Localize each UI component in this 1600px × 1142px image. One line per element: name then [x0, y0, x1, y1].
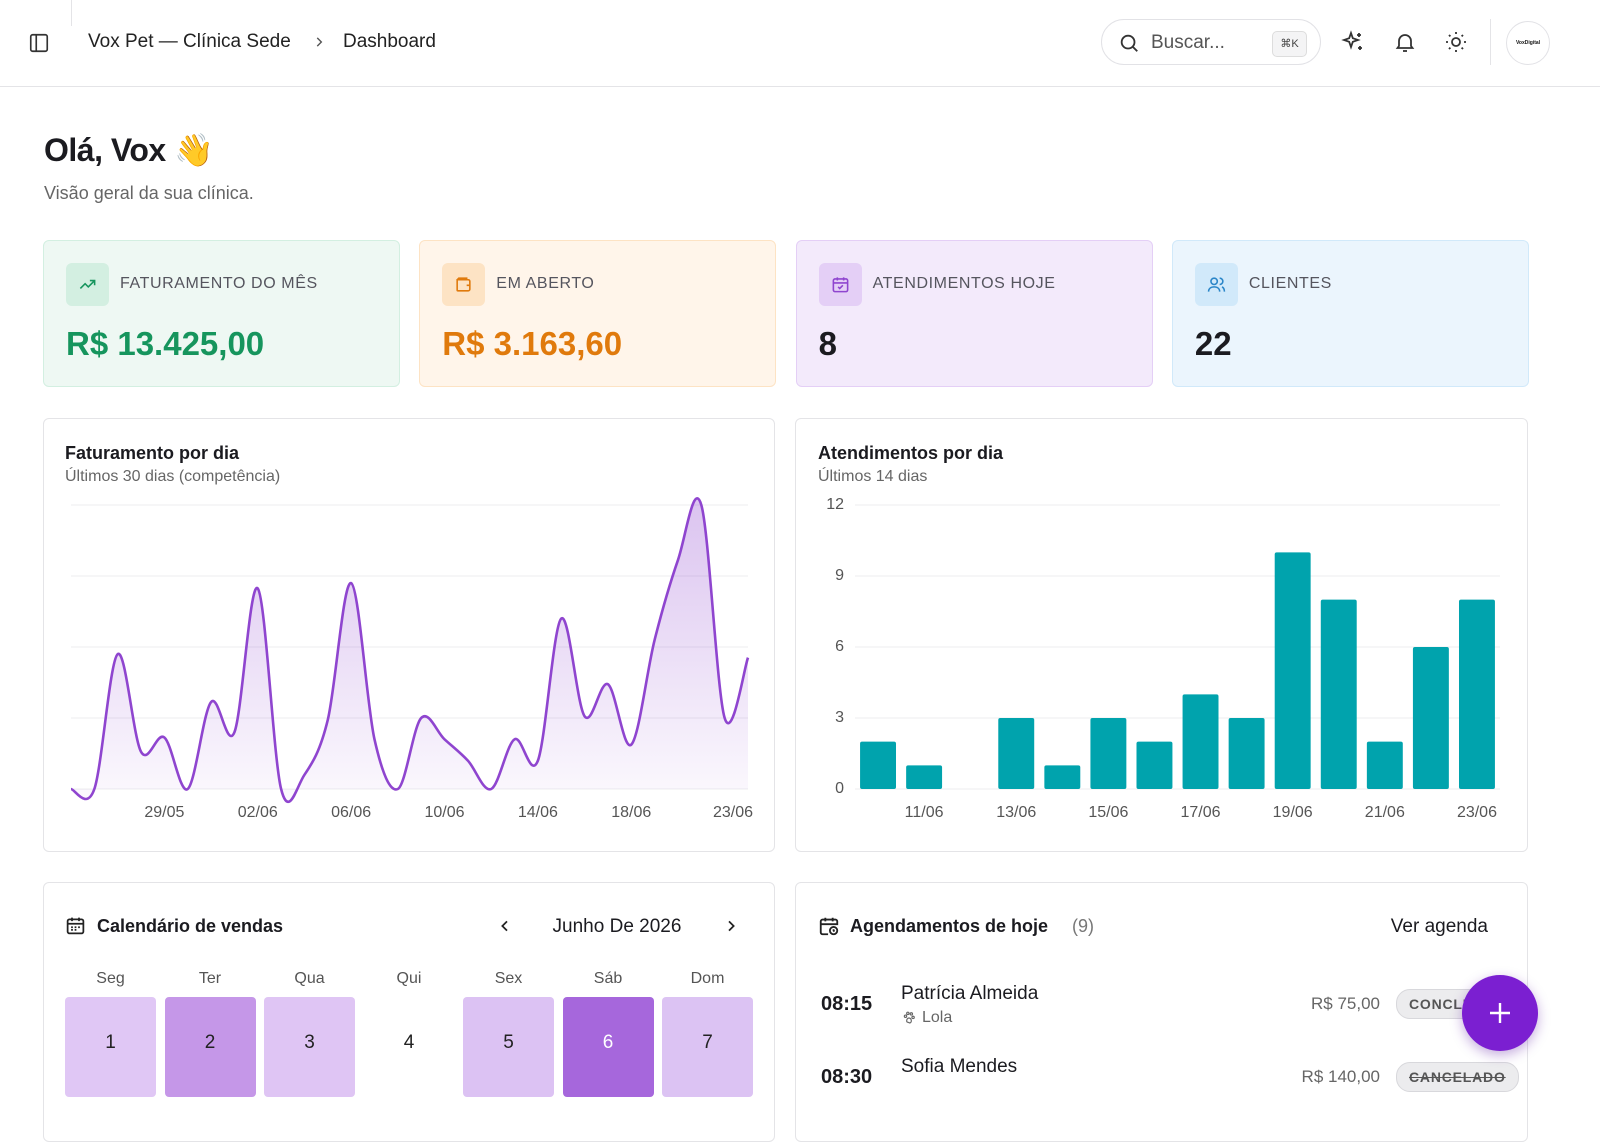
divider: [1490, 19, 1491, 65]
stat-label: CLIENTES: [1248, 275, 1332, 292]
breadcrumb-separator: [316, 37, 323, 47]
stat-value: R$ 3.163,60: [442, 325, 623, 362]
calendar-day[interactable]: 5: [463, 997, 554, 1097]
stat-value: R$ 13.425,00: [66, 325, 265, 362]
stat-label: EM ABERTO: [496, 275, 595, 292]
weekday-label: Qua: [294, 970, 325, 987]
prev-month[interactable]: [497, 918, 513, 934]
weekday-label: Ter: [198, 970, 222, 987]
appointment-price: R$ 140,00: [1301, 1067, 1380, 1086]
weekday-label: Sex: [494, 970, 523, 987]
weekday-label: Seg: [96, 970, 125, 987]
top-bar: [0, 0, 1600, 87]
next-month[interactable]: [723, 918, 739, 934]
add-button[interactable]: [1462, 975, 1538, 1051]
status-badge: CANCELADO: [1396, 1062, 1519, 1092]
stat-value: 8: [818, 325, 837, 362]
search-placeholder: Buscar...: [1151, 32, 1225, 53]
shortcut-badge: ⌘K: [1272, 31, 1307, 57]
calendar-day[interactable]: 6: [562, 997, 654, 1097]
weekday-label: Dom: [690, 970, 725, 987]
sidebar-toggle[interactable]: [28, 32, 50, 54]
stat-value: 22: [1194, 325, 1232, 362]
chart-title: Faturamento por dia: [65, 443, 240, 463]
calendar-day[interactable]: 3: [264, 997, 355, 1097]
weekday-label: Sáb: [593, 970, 623, 987]
stat-icon-glyph: [832, 277, 849, 293]
chart-subtitle: Últimos 30 dias (competência): [65, 468, 281, 485]
breadcrumb-clinic[interactable]: Vox Pet — Clínica Sede: [88, 31, 291, 52]
ai-button[interactable]: [1341, 30, 1365, 54]
stat-icon-glyph: [456, 277, 471, 292]
theme-toggle[interactable]: [1444, 30, 1468, 54]
chart-subtitle: Últimos 14 dias: [818, 468, 928, 485]
calendar-month: Junho De 2026: [552, 916, 682, 937]
stat-card: FATURAMENTO DO MÊS R$ 13.425,00: [43, 240, 400, 387]
calendar-day[interactable]: 1: [65, 997, 156, 1097]
greeting-subtitle: Visão geral da sua clínica.: [44, 183, 254, 203]
agenda-count: (9): [1072, 916, 1094, 936]
breadcrumb-current: Dashboard: [343, 31, 436, 52]
stat-card: ATENDIMENTOS HOJE 8: [795, 240, 1153, 387]
paw-icon: [903, 1011, 915, 1024]
agenda-link[interactable]: Ver agenda: [1390, 916, 1488, 937]
appointment-time: 08:30: [821, 1066, 873, 1088]
weekday-label: Qui: [396, 970, 422, 987]
stat-card: EM ABERTO R$ 3.163,60: [419, 240, 777, 387]
calendar-day[interactable]: 4: [363, 997, 455, 1097]
stat-icon-glyph: [1207, 277, 1226, 292]
stat-label: FATURAMENTO DO MÊS: [120, 275, 318, 292]
client-name[interactable]: Patrícia Almeida: [901, 983, 1039, 1004]
agenda-title: Agendamentos de hoje: [850, 916, 1049, 936]
stat-icon: [1194, 263, 1238, 306]
calendar-day[interactable]: 2: [164, 997, 256, 1097]
calendar-icon: [66, 917, 85, 935]
calendar-day[interactable]: 7: [662, 997, 753, 1097]
stat-icon: [66, 263, 109, 306]
client-name[interactable]: Sofia Mendes: [901, 1056, 1018, 1077]
stat-label: ATENDIMENTOS HOJE: [872, 275, 1056, 292]
stat-card: CLIENTES 22: [1171, 240, 1529, 387]
calendar-title: Calendário de vendas: [97, 916, 284, 936]
greeting-title: Olá, Vox 👋: [44, 132, 214, 168]
stat-icon: [818, 263, 862, 306]
divider: [71, 0, 72, 26]
stat-icon-glyph: [79, 279, 96, 290]
search-icon: [1120, 34, 1138, 52]
plus-icon: [1490, 1003, 1510, 1023]
chart-title: Atendimentos por dia: [818, 443, 1004, 463]
appointment-price: R$ 75,00: [1311, 994, 1380, 1013]
search-box[interactable]: Buscar... ⌘K: [1101, 19, 1321, 65]
pet-name: Lola: [922, 1009, 953, 1026]
appointment-time: 08:15: [821, 993, 873, 1015]
user-avatar[interactable]: VoxDigital: [1506, 21, 1550, 65]
notifications-button[interactable]: [1393, 30, 1417, 54]
stat-icon: [442, 263, 486, 306]
agenda-icon: [819, 917, 839, 936]
